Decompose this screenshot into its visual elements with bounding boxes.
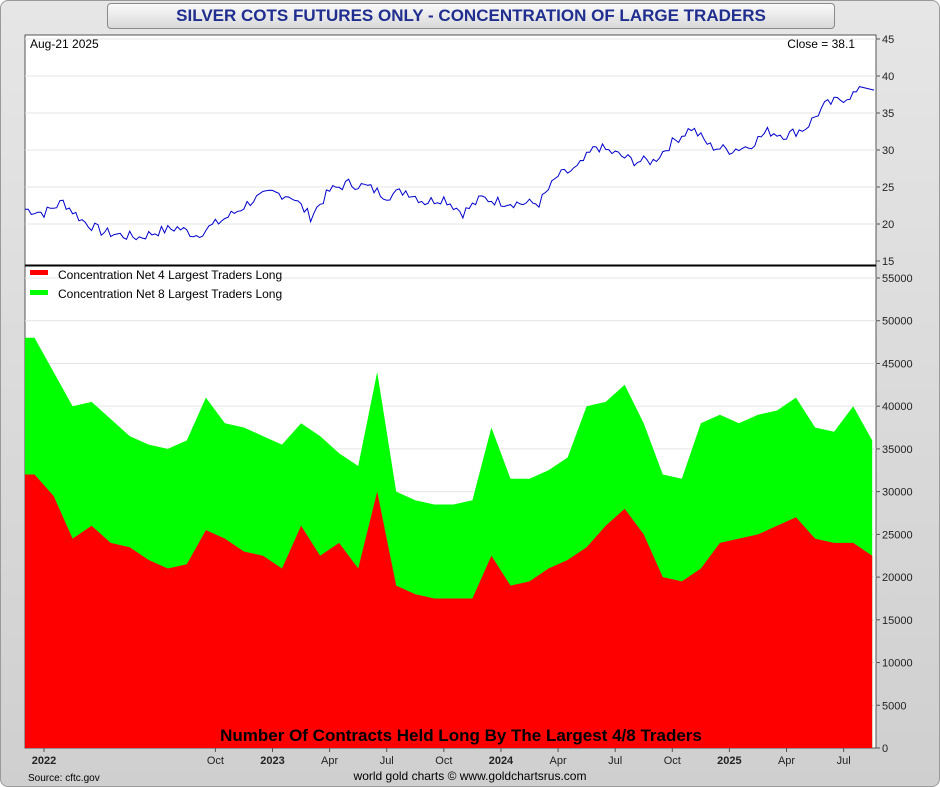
price-y-tick-label: 35 bbox=[882, 108, 894, 120]
close-label: Close = 38.1 bbox=[787, 37, 855, 51]
legend-swatch-net8 bbox=[30, 290, 48, 295]
date-label: Aug-21 2025 bbox=[30, 37, 99, 51]
price-y-tick-label: 15 bbox=[882, 256, 894, 268]
price-grid bbox=[25, 38, 876, 225]
x-tick-label: Oct bbox=[435, 755, 452, 767]
price-y-tick-label: 20 bbox=[882, 219, 894, 231]
net4-area bbox=[25, 474, 873, 748]
legend-swatch-net4 bbox=[30, 270, 48, 275]
x-tick-label: Apr bbox=[321, 755, 338, 767]
volume-y-tick-label: 45000 bbox=[882, 358, 913, 370]
price-line-group bbox=[24, 86, 875, 241]
x-tick-label: Apr bbox=[778, 755, 795, 767]
volume-y-tick-label: 55000 bbox=[882, 273, 913, 285]
volume-y-tick-label: 10000 bbox=[882, 658, 913, 670]
x-tick-label: Jul bbox=[608, 755, 622, 767]
x-axis: 2022 Oct 2023 Apr Jul Oct 2024 Apr Jul Oct 2025 Apr… bbox=[32, 748, 851, 767]
x-tick-label: 2023 bbox=[260, 755, 284, 767]
volume-overlay-caption: Number Of Contracts Held Long By The Lar… bbox=[220, 726, 702, 745]
x-tick-label: Apr bbox=[550, 755, 567, 767]
source-label: Source: cftc.gov bbox=[28, 773, 100, 784]
x-tick-label: Jul bbox=[837, 755, 851, 767]
volume-areas bbox=[25, 337, 873, 748]
legend: Concentration Net 4 Largest Traders Long… bbox=[30, 268, 282, 301]
x-tick-label: 2022 bbox=[32, 755, 56, 767]
volume-y-tick-label: 5000 bbox=[882, 700, 906, 712]
volume-y-tick-label: 30000 bbox=[882, 487, 913, 499]
volume-y-tick-label: 40000 bbox=[882, 401, 913, 413]
volume-y-tick-label: 35000 bbox=[882, 444, 913, 456]
volume-y-tick-label: 50000 bbox=[882, 316, 913, 328]
price-y-tick-label: 30 bbox=[882, 145, 894, 157]
price-y-axis: 15 20 25 30 35 40 45 bbox=[876, 34, 894, 268]
x-tick-label: 2024 bbox=[489, 755, 514, 767]
volume-y-tick-label: 25000 bbox=[882, 529, 913, 541]
credit-label: world gold charts © www.goldchartsrus.co… bbox=[353, 769, 587, 783]
price-y-tick-label: 40 bbox=[882, 71, 894, 83]
x-tick-label: Jul bbox=[380, 755, 394, 767]
price-series-line bbox=[24, 86, 875, 241]
x-tick-label: Oct bbox=[207, 755, 224, 767]
legend-label-net4: Concentration Net 4 Largest Traders Long bbox=[58, 268, 282, 282]
volume-y-axis: 0 5000 10000 15000 20000 25000 30000 35000 40000… bbox=[876, 273, 913, 755]
volume-y-tick-label: 0 bbox=[882, 743, 888, 755]
price-y-tick-label: 45 bbox=[882, 34, 894, 46]
chart-title: SILVER COTS FUTURES ONLY - CONCENTRATION… bbox=[107, 3, 835, 29]
price-y-tick-label: 25 bbox=[882, 182, 894, 194]
volume-y-tick-label: 15000 bbox=[882, 615, 913, 627]
legend-label-net8: Concentration Net 8 Largest Traders Long bbox=[58, 287, 282, 301]
x-tick-label: Oct bbox=[664, 755, 681, 767]
volume-y-tick-label: 20000 bbox=[882, 572, 913, 584]
x-tick-label: 2025 bbox=[717, 755, 741, 767]
